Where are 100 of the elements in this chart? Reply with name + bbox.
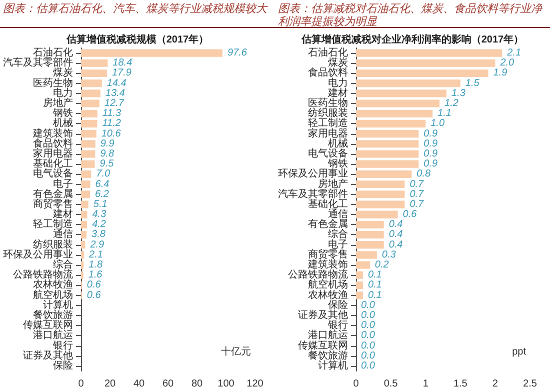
data-label: 0.1 <box>368 290 382 301</box>
data-label: 10.6 <box>101 128 122 140</box>
data-label: 1.0 <box>430 118 445 130</box>
y-tick-label: 建材 <box>327 86 348 99</box>
y-tick-label: 轻工制造 <box>308 117 348 130</box>
y-tick-label: 机械 <box>53 117 73 130</box>
y-tick-label: 港口航运 <box>33 329 73 342</box>
data-label: 9.9 <box>100 138 115 150</box>
data-label: 1.2 <box>444 98 459 110</box>
data-label: 0.9 <box>424 138 438 150</box>
y-tick-label: 有色金属 <box>33 188 73 200</box>
y-tick-label: 房地产 <box>318 178 348 190</box>
x-tick-label: 20 <box>104 378 116 390</box>
y-tick-label: 家用电器 <box>33 147 73 160</box>
data-label: 0.0 <box>361 350 376 362</box>
data-label: 0.7 <box>410 188 424 200</box>
y-tick-label: 餐饮旅游 <box>33 308 73 321</box>
x-tick-label: 40 <box>133 378 145 390</box>
y-tick-label: 证券及其他 <box>23 349 73 362</box>
y-tick-label: 环保及公用事业 <box>278 168 348 180</box>
chart-title: 图表：估算减税对石油石化、煤炭、食品饮料等行业净利润率提振较为明显 <box>275 0 550 28</box>
y-tick-label: 电子 <box>328 238 348 250</box>
y-tick-label: 电气设备 <box>33 168 73 180</box>
data-label: 0.9 <box>424 158 438 170</box>
data-label: 0.4 <box>388 219 404 230</box>
y-tick-label: 传媒互联网 <box>298 339 348 352</box>
data-label: 0.6 <box>86 280 102 291</box>
data-label: 2.0 <box>499 58 515 69</box>
chart-title: 图表：估算石油石化、汽车、煤炭等行业减税规模较大 <box>0 0 275 28</box>
x-tick-label: 0 <box>78 378 84 390</box>
y-tick-label: 计算机 <box>43 298 73 311</box>
y-tick-label: 电力 <box>328 76 348 89</box>
y-tick-label: 农林牧渔 <box>33 278 73 291</box>
x-tick-label: 0 <box>353 378 360 390</box>
data-label: 11.3 <box>102 108 122 120</box>
data-label: 0.0 <box>361 340 376 352</box>
y-tick-label: 医药生物 <box>33 76 73 89</box>
y-tick-label: 环保及公用事业 <box>3 248 73 260</box>
data-label: 2.1 <box>506 48 522 59</box>
data-label: 5.1 <box>93 198 108 210</box>
y-tick-label: 通信 <box>53 228 73 240</box>
y-tick-label: 综合 <box>328 228 348 240</box>
data-label: 0.6 <box>402 209 418 220</box>
x-axis-title: 十亿元 <box>221 346 251 358</box>
x-tick-label: 2 <box>492 378 498 390</box>
data-label: 0.1 <box>368 270 382 281</box>
y-tick-label: 电力 <box>53 86 73 99</box>
y-tick-label: 汽车及其零部件 <box>278 188 348 200</box>
data-label: 13.4 <box>105 88 126 99</box>
y-tick-label: 机械 <box>328 137 348 150</box>
y-tick-label: 煤炭 <box>53 66 73 79</box>
data-label: 0.7 <box>410 198 424 210</box>
y-tick-label: 航空机场 <box>308 278 348 291</box>
x-axis-title: ppt <box>512 346 526 358</box>
data-label: 1.9 <box>493 68 508 79</box>
data-label: 1.8 <box>88 260 103 271</box>
data-label: 1.3 <box>451 88 466 99</box>
data-label: 4.3 <box>92 209 107 220</box>
x-tick-label: 0.5 <box>384 378 398 390</box>
data-label: 0.7 <box>410 178 424 190</box>
data-label: 0.0 <box>361 300 376 311</box>
data-label: 0.4 <box>388 229 404 240</box>
data-label: 2.1 <box>88 249 103 260</box>
data-label: 4.2 <box>92 219 106 230</box>
data-label: 18.4 <box>112 58 133 69</box>
data-label: 0.9 <box>424 128 438 140</box>
y-tick-label: 食品饮料 <box>33 137 73 150</box>
x-tick-label: 1.5 <box>453 378 468 390</box>
data-label: 14.4 <box>106 78 127 89</box>
data-label: 6.2 <box>94 188 110 200</box>
data-label: 9.8 <box>100 148 115 160</box>
y-tick-label: 计算机 <box>318 359 348 372</box>
y-tick-label: 房地产 <box>43 97 73 110</box>
data-label: 0.0 <box>361 320 376 332</box>
y-tick-label: 商贸零售 <box>308 248 348 260</box>
data-label: 0.2 <box>374 260 390 271</box>
y-tick-label: 电气设备 <box>308 147 348 160</box>
y-tick-label: 银行 <box>52 340 73 352</box>
data-label: 0.0 <box>361 330 376 342</box>
data-label: 17.9 <box>112 68 132 79</box>
data-label: 0.1 <box>368 280 382 291</box>
data-label: 9.5 <box>100 158 114 170</box>
data-label: 0.3 <box>382 249 396 260</box>
data-label: 2.9 <box>89 239 105 250</box>
y-tick-label: 建筑装饰 <box>32 127 73 140</box>
y-tick-label: 证券及其他 <box>298 308 348 321</box>
data-label: 0.6 <box>86 290 102 301</box>
y-tick-label: 航空机场 <box>33 288 73 301</box>
y-tick-label: 农林牧渔 <box>308 288 348 301</box>
data-label: 1.6 <box>88 270 103 281</box>
data-label: 0.4 <box>388 239 404 250</box>
y-tick-label: 电子 <box>53 178 73 190</box>
data-label: 0.0 <box>361 360 376 372</box>
data-label: 0.0 <box>361 310 376 321</box>
data-label: 0.8 <box>416 168 432 180</box>
data-label: 3.8 <box>92 229 106 240</box>
y-tick-label: 纺织服装 <box>33 238 73 250</box>
y-tick-label: 商贸零售 <box>33 198 73 210</box>
data-label: 12.7 <box>104 98 124 110</box>
x-tick-label: 60 <box>162 378 174 390</box>
